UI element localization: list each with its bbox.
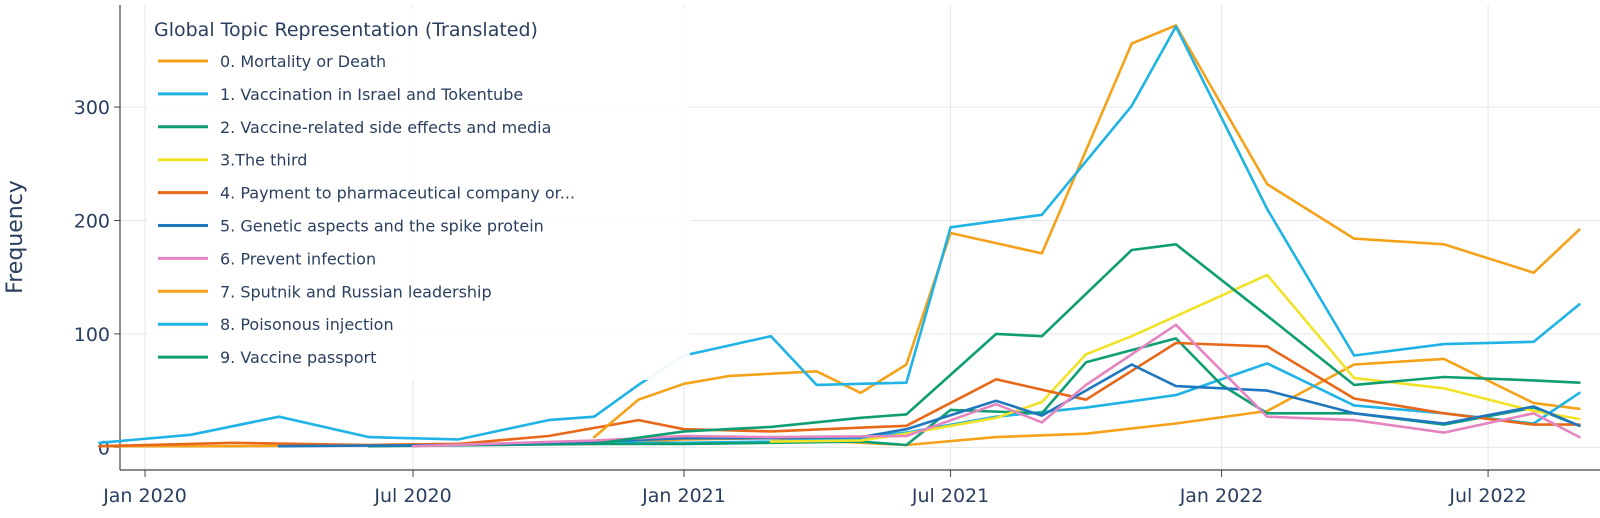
legend-label-5: 5. Genetic aspects and the spike protein — [220, 217, 544, 236]
legend-label-0: 0. Mortality or Death — [220, 52, 386, 71]
x-tick-label: Jan 2020 — [102, 485, 187, 507]
series-line-8 — [98, 25, 1581, 445]
legend-items: 0. Mortality or Death 1. Vaccination in I… — [158, 52, 575, 367]
legend-label-9: 9. Vaccine passport — [220, 348, 376, 367]
legend-label-4: 4. Payment to pharmaceutical company or.… — [220, 184, 575, 203]
legend-label-6: 6. Prevent infection — [220, 249, 376, 268]
series-line-6 — [411, 323, 1581, 448]
legend-label-2: 2. Vaccine-related side effects and medi… — [220, 118, 551, 137]
series-layer — [98, 24, 1581, 448]
x-tick-label: Jan 2021 — [641, 485, 726, 507]
y-axis-title: Frequency — [3, 180, 28, 294]
y-tick-label: 0 — [98, 437, 110, 459]
y-tick-label: 100 — [74, 324, 110, 346]
legend-label-3: 3.The third — [220, 151, 307, 170]
legend-background — [148, 8, 690, 380]
legend-label-1: 1. Vaccination in Israel and Tokentube — [220, 85, 523, 104]
x-tick-label: Jul 2020 — [373, 485, 451, 507]
series-line-5 — [277, 363, 1581, 448]
series-line-9 — [592, 243, 1581, 446]
x-tick-label: Jul 2021 — [911, 485, 989, 507]
y-ticks: 0 100 200 300 — [74, 97, 120, 459]
y-tick-label: 300 — [74, 97, 110, 119]
legend-title: Global Topic Representation (Translated) — [154, 19, 538, 41]
legend-label-8: 8. Poisonous injection — [220, 315, 394, 334]
legend: Global Topic Representation (Translated)… — [148, 8, 690, 380]
x-tick-label: Jan 2022 — [1179, 485, 1264, 507]
x-ticks: Jan 2020 Jul 2020 Jan 2021 Jul 2021 Jan 2022… — [102, 470, 1527, 507]
axes — [119, 5, 1600, 471]
legend-label-7: 7. Sputnik and Russian leadership — [220, 282, 492, 301]
y-tick-label: 200 — [74, 210, 110, 232]
x-tick-label: Jul 2022 — [1448, 485, 1526, 507]
series-line-7 — [592, 24, 1581, 439]
